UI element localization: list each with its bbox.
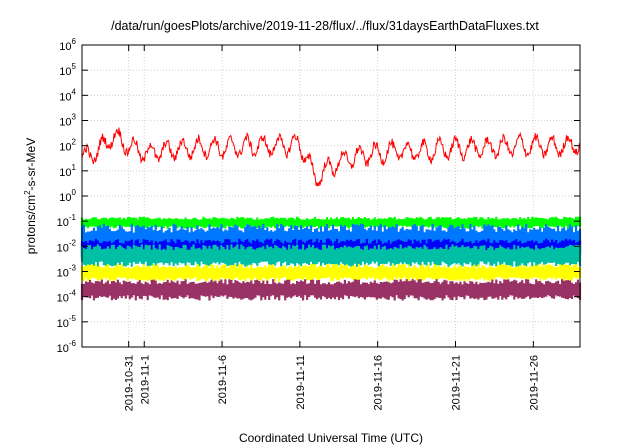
y-tick-label: 101: [59, 163, 76, 179]
x-tick-label: 2019-11-6: [217, 355, 229, 404]
y-axis-label-prefix: protons/cm: [24, 195, 38, 254]
y-tick-base: 10: [59, 66, 71, 78]
y-tick-base: 10: [57, 318, 69, 330]
y-tick-exponent: 3: [72, 113, 77, 122]
y-tick-exponent: 2: [72, 138, 77, 147]
y-tick-label: 10-3: [57, 264, 77, 280]
y-tick-exponent: 1: [72, 163, 77, 172]
y-tick-label: 106: [59, 37, 76, 53]
y-tick-label: 102: [59, 138, 76, 154]
y-tick-exponent: 4: [72, 87, 77, 96]
x-tick-label: 2019-11-11: [295, 355, 307, 410]
x-axis-ticks: 2019-10-31 2019-11-1 2019-11-6 2019-11-11 20…: [124, 45, 540, 411]
y-axis-label-sup: 2: [23, 190, 32, 195]
y-tick-base: 10: [57, 217, 69, 229]
y-tick-exponent: -1: [69, 213, 77, 222]
y-tick-base: 10: [57, 293, 69, 305]
y-tick-exponent: -6: [69, 339, 77, 348]
y-tick-label: 10-5: [57, 314, 77, 330]
y-tick-label: 10-2: [57, 238, 77, 254]
x-tick-label: 2019-11-16: [373, 355, 385, 410]
y-axis-label: protons/cm2-s-sr-MeV: [23, 138, 38, 254]
y-tick-label: 100: [59, 188, 76, 204]
y-tick-exponent: -5: [69, 314, 77, 323]
y-tick-base: 10: [59, 192, 71, 204]
x-tick-label: 2019-11-21: [451, 355, 463, 410]
y-tick-exponent: 0: [72, 188, 77, 197]
y-tick-label: 105: [59, 62, 76, 78]
y-tick-base: 10: [59, 41, 71, 53]
x-tick-label: 2019-10-31: [124, 355, 136, 411]
y-tick-base: 10: [57, 343, 69, 355]
y-tick-base: 10: [59, 142, 71, 154]
y-tick-base: 10: [59, 117, 71, 129]
y-tick-label: 10-4: [57, 289, 77, 305]
y-tick-base: 10: [57, 268, 69, 280]
x-tick-label: 2019-11-1: [139, 355, 151, 404]
y-axis-ticks: 10-610-510-410-310-210-11001011021031041…: [57, 37, 580, 355]
y-tick-base: 10: [57, 242, 69, 254]
x-axis-label: Coordinated Universal Time (UTC): [239, 431, 423, 445]
y-tick-exponent: -3: [69, 264, 77, 273]
y-tick-exponent: -2: [69, 238, 77, 247]
chart-title: /data/run/goesPlots/archive/2019-11-28/f…: [111, 19, 539, 33]
red-flux-series: [81, 127, 581, 187]
y-axis-label-suffix: -s-sr-MeV: [24, 138, 38, 191]
y-tick-label: 10-6: [57, 339, 77, 355]
x-tick-label: 2019-11-26: [528, 355, 540, 410]
y-tick-label: 104: [59, 87, 76, 103]
y-tick-label: 103: [59, 113, 76, 129]
y-tick-exponent: 6: [72, 37, 77, 46]
y-tick-label: 10-1: [57, 213, 77, 229]
y-tick-exponent: -4: [69, 289, 77, 298]
y-tick-base: 10: [59, 167, 71, 179]
y-tick-exponent: 5: [72, 62, 77, 71]
y-tick-base: 10: [59, 91, 71, 103]
